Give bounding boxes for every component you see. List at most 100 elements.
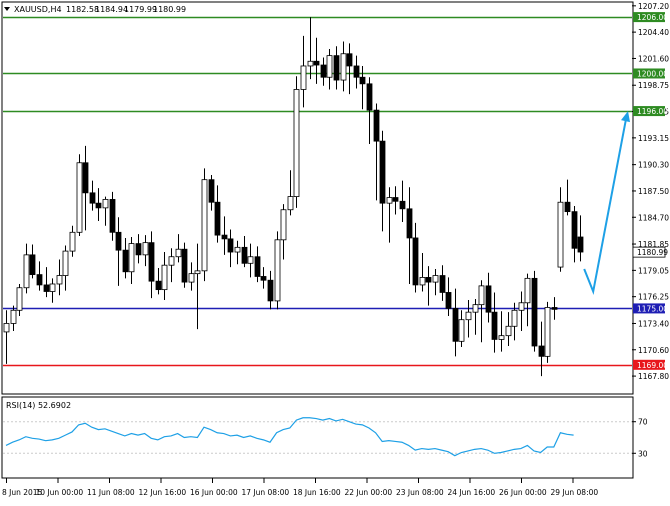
candle-body-bull bbox=[386, 197, 393, 204]
candle bbox=[538, 321, 545, 377]
candle-body-bull bbox=[175, 248, 182, 258]
candle-body-bull bbox=[511, 309, 518, 327]
candle-body-bull bbox=[76, 162, 83, 233]
candle bbox=[227, 229, 234, 268]
symbol-timeframe: XAUUSD,H4 bbox=[14, 5, 62, 14]
candle bbox=[406, 187, 413, 284]
candle-body-bull bbox=[280, 209, 287, 241]
candle bbox=[128, 237, 135, 284]
candle bbox=[425, 266, 432, 306]
candle bbox=[511, 302, 518, 341]
candle bbox=[161, 252, 168, 300]
candle-body-bear bbox=[260, 276, 267, 281]
candle bbox=[188, 262, 195, 291]
time-tick-label: 26 Jun 00:00 bbox=[499, 488, 547, 497]
price-tick-label: 1170.60 bbox=[638, 346, 669, 355]
rsi-panel-frame bbox=[1, 396, 634, 479]
candle bbox=[445, 277, 452, 316]
candle bbox=[254, 246, 261, 283]
candle bbox=[326, 49, 333, 90]
candle-body-bull bbox=[307, 60, 314, 67]
horizontal-levels bbox=[3, 16, 632, 367]
dropdown-triangle-icon[interactable] bbox=[4, 7, 10, 11]
candle-body-bear bbox=[313, 60, 320, 66]
candle bbox=[485, 272, 492, 323]
candle-body-bull bbox=[472, 304, 479, 313]
candle bbox=[386, 187, 393, 243]
current-price-label: 1180.99 bbox=[637, 248, 668, 257]
candle-body-bear bbox=[241, 246, 248, 264]
candle bbox=[247, 243, 254, 278]
candle-body-bull bbox=[49, 283, 56, 292]
candle bbox=[241, 236, 248, 268]
candle bbox=[208, 174, 215, 211]
candle-body-bear bbox=[392, 197, 399, 202]
candle bbox=[465, 299, 472, 338]
candle bbox=[43, 267, 50, 298]
candle-body-bear bbox=[359, 76, 366, 85]
candle-body-bear bbox=[29, 254, 36, 275]
candle-body-bear bbox=[399, 200, 406, 210]
candle bbox=[16, 283, 23, 316]
price-panel-frame bbox=[1, 1, 634, 395]
candle bbox=[181, 242, 188, 288]
time-tick-label: 10 Jun 00:00 bbox=[36, 488, 84, 497]
candle-body-bear bbox=[366, 83, 373, 111]
time-tick-label: 12 Jun 16:00 bbox=[139, 488, 187, 497]
rsi-tick-label: 30 bbox=[638, 449, 648, 458]
candle-body-bull bbox=[300, 65, 307, 90]
rsi-tick-label: 70 bbox=[638, 418, 648, 427]
time-tick-label: 18 Jun 16:00 bbox=[293, 488, 341, 497]
candle bbox=[168, 248, 175, 283]
price-tick-label: 1204.40 bbox=[638, 28, 669, 37]
candle-body-bear bbox=[208, 179, 215, 203]
candle bbox=[419, 252, 426, 292]
price-tick-label: 1179.05 bbox=[638, 266, 669, 275]
candle bbox=[320, 57, 327, 86]
candle-body-bear bbox=[551, 307, 558, 310]
candle-body-bear bbox=[267, 279, 274, 302]
candle bbox=[392, 186, 399, 215]
candle bbox=[307, 17, 314, 80]
level-badge bbox=[633, 106, 665, 117]
candle bbox=[115, 217, 122, 286]
candle bbox=[29, 244, 36, 279]
time-tick-label: 22 Jun 00:00 bbox=[345, 488, 393, 497]
price-tick-label: 1184.70 bbox=[638, 213, 669, 222]
candle bbox=[201, 168, 208, 282]
candle-body-bear bbox=[452, 308, 459, 342]
candle bbox=[221, 216, 228, 255]
candle bbox=[175, 234, 182, 263]
candle bbox=[353, 55, 360, 89]
candle-body-bull bbox=[518, 302, 525, 311]
candle bbox=[518, 291, 525, 331]
candle-body-bear bbox=[89, 192, 96, 204]
candle-body-bear bbox=[412, 237, 419, 286]
candle-body-bear bbox=[135, 243, 142, 256]
candle bbox=[346, 43, 353, 95]
candle-body-bull bbox=[247, 256, 254, 264]
time-tick-label: 8 Jun 2015 bbox=[2, 488, 43, 497]
candle-body-bull bbox=[287, 196, 294, 211]
candle-body-bear bbox=[227, 238, 234, 253]
candle-body-bull bbox=[69, 231, 76, 252]
candle bbox=[313, 37, 320, 84]
candle-body-bull bbox=[326, 55, 333, 78]
candle-body-bear bbox=[485, 285, 492, 313]
candle bbox=[135, 234, 142, 264]
candle bbox=[214, 185, 221, 243]
candle bbox=[287, 170, 294, 216]
candle bbox=[333, 46, 340, 90]
candle-body-bull bbox=[458, 319, 465, 342]
candle bbox=[340, 41, 347, 92]
level-badge-label: 1200.00 bbox=[637, 69, 668, 78]
time-tick-label: 24 Jun 16:00 bbox=[448, 488, 496, 497]
ohlc-high: 1184.94 bbox=[95, 5, 128, 14]
candle bbox=[399, 180, 406, 222]
candle-body-bear bbox=[571, 211, 578, 249]
price-tick-label: 1173.40 bbox=[638, 319, 669, 328]
candle bbox=[557, 187, 564, 272]
